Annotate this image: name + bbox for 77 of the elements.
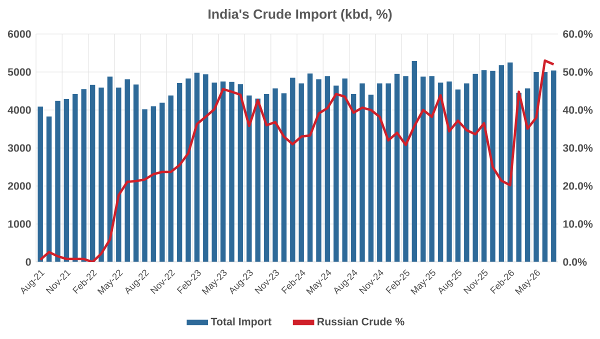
bar (498, 65, 504, 262)
chart-title: India's Crude Import (kbd, %) (208, 9, 392, 22)
bar (542, 72, 548, 262)
bar (324, 76, 330, 262)
bar (472, 74, 478, 262)
bar (55, 100, 60, 262)
bar (455, 89, 461, 262)
bar (446, 82, 452, 262)
bar (516, 92, 522, 262)
bar (203, 74, 208, 262)
y-tick-label: 0 (26, 258, 31, 266)
y-tick-label: 3000 (8, 144, 31, 152)
y2-tick-label: 0.0% (563, 258, 587, 266)
y-tick-label: 4000 (8, 106, 31, 114)
y2-tick-label: 40.0% (562, 106, 593, 114)
bar (229, 82, 234, 262)
legend-label: Total Import (210, 318, 272, 328)
bar (133, 84, 139, 262)
legend-label: Russian Crude % (318, 318, 404, 326)
bar (46, 116, 52, 262)
bar (464, 83, 470, 262)
y2-tick-label: 20.0% (563, 182, 593, 190)
bar (38, 106, 43, 262)
bar (551, 70, 556, 262)
bar (377, 83, 382, 262)
y-tick-label: 2000 (8, 182, 31, 190)
bar (272, 88, 278, 262)
bar (264, 94, 270, 262)
bar (334, 86, 339, 262)
y-tick-label: 1000 (8, 220, 31, 228)
bar (116, 88, 122, 262)
bar (238, 84, 244, 262)
bar (298, 83, 304, 262)
bar (142, 109, 148, 262)
bar (490, 70, 496, 262)
bar (72, 94, 78, 262)
bar (429, 76, 434, 262)
bar (508, 62, 513, 262)
bar (281, 93, 287, 262)
y-tick-label: 6000 (8, 30, 31, 38)
y2-tick-label: 10.0% (563, 220, 593, 228)
bar (212, 82, 217, 262)
y2-tick-label: 60.0% (563, 30, 593, 38)
bar (246, 96, 252, 262)
bar (176, 83, 182, 262)
bar (124, 79, 130, 262)
bar (420, 76, 426, 262)
bar (534, 72, 539, 262)
y-tick-label: 5000 (8, 68, 31, 76)
bar (160, 102, 165, 262)
bar (350, 94, 356, 262)
bar (412, 60, 418, 262)
bar (168, 96, 174, 262)
bar (438, 82, 444, 262)
bar (524, 88, 530, 262)
bar (107, 76, 113, 262)
bar (342, 78, 348, 262)
y2-tick-label: 30.0% (562, 144, 593, 152)
bar (307, 74, 313, 262)
bar (186, 78, 191, 262)
bar (81, 89, 86, 262)
bar (481, 70, 487, 262)
bar (386, 83, 391, 262)
bar (220, 82, 226, 262)
bar (90, 84, 96, 262)
bar (150, 106, 156, 262)
bar (316, 79, 322, 262)
bar (368, 94, 374, 262)
y2-tick-label: 50.0% (563, 68, 593, 76)
bar (194, 72, 200, 262)
bar (64, 98, 70, 262)
bar (403, 76, 408, 262)
bar (290, 78, 296, 262)
bar (394, 74, 400, 262)
bar (98, 88, 104, 262)
bar (360, 83, 365, 262)
bar (255, 98, 260, 262)
